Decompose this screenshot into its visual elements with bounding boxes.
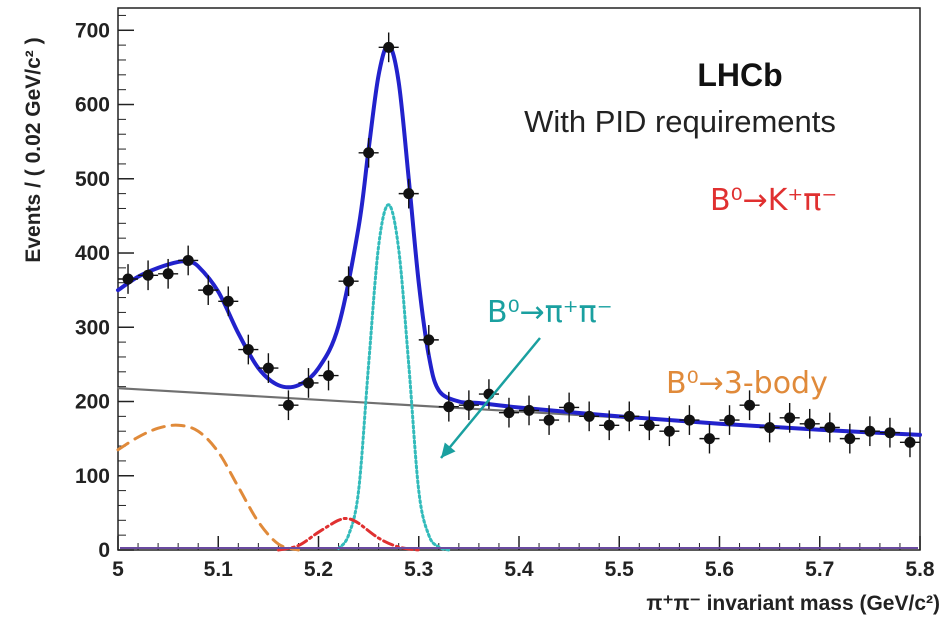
x-tick-label: 5.5 [605, 558, 635, 581]
pipi-label: B⁰→π⁺π⁻ [487, 295, 613, 330]
data-point [739, 390, 760, 421]
data-point [318, 360, 339, 391]
data-point [158, 258, 179, 289]
arrow-shaft [440, 337, 541, 459]
data-points [118, 32, 920, 458]
data-point [559, 392, 580, 423]
fit-curves [116, 43, 922, 552]
data-point [839, 423, 860, 454]
data-point [719, 405, 740, 435]
threebody-background-curve [116, 423, 300, 552]
data-point [679, 405, 700, 435]
data-point [879, 417, 900, 448]
x-tick-label: 5.1 [204, 558, 234, 581]
x-tick-label: 5.8 [905, 558, 935, 581]
data-point [138, 260, 159, 291]
data-point [759, 412, 780, 443]
data-point [278, 390, 299, 421]
data-point [599, 410, 620, 441]
data-point [378, 32, 399, 63]
data-point [198, 275, 219, 305]
y-tick-label: 0 [98, 539, 110, 562]
x-tick-label: 5 [112, 558, 124, 581]
x-tick-label: 5.2 [304, 558, 333, 581]
experiment-label: LHCb [697, 57, 782, 93]
pipi-signal-curve [337, 203, 451, 552]
data-point [799, 408, 820, 439]
y-tick-label: 200 [75, 391, 110, 414]
subtitle-label: With PID requirements [524, 104, 836, 139]
x-axis-title: π⁺π⁻ invariant mass (GeV/c²) [646, 592, 940, 615]
data-point [438, 391, 459, 422]
y-tick-label: 400 [75, 242, 110, 265]
threebody-label: B⁰→3-body [666, 366, 828, 401]
x-tick-label: 5.6 [705, 558, 734, 581]
data-point [178, 245, 199, 276]
y-tick-label: 100 [75, 465, 110, 488]
x-tick-label: 5.7 [805, 558, 834, 581]
y-tick-label: 300 [75, 316, 110, 339]
data-point [579, 401, 600, 432]
data-point [218, 286, 239, 317]
x-tick-label: 5.4 [504, 558, 534, 581]
data-point [619, 401, 640, 432]
data-point [358, 137, 379, 168]
data-point [398, 178, 419, 209]
y-axis-title: Events / ( 0.02 GeV/c² ) [22, 37, 45, 262]
kpi-label: B⁰→K⁺π⁻ [710, 183, 837, 218]
data-point [519, 395, 540, 426]
data-point [498, 397, 519, 428]
data-point [819, 412, 840, 443]
y-tick-label: 600 [75, 94, 110, 117]
total-fit-curve [116, 43, 922, 437]
data-point [899, 427, 920, 458]
x-tick-label: 5.3 [404, 558, 433, 581]
arrow-head [441, 442, 456, 458]
data-point [418, 325, 439, 355]
pipi-arrow [440, 337, 541, 459]
data-point [659, 416, 680, 447]
data-point [238, 334, 259, 365]
y-tick-label: 500 [75, 168, 110, 191]
plot-frame [117, 7, 921, 551]
data-point [298, 368, 319, 398]
data-point [258, 353, 279, 383]
data-point [458, 390, 479, 421]
data-point [699, 423, 720, 454]
data-point [338, 266, 359, 297]
data-point [639, 410, 660, 441]
y-tick-label: 700 [75, 19, 110, 42]
kpi-background-curve [276, 516, 421, 552]
data-point [779, 402, 800, 433]
data-point [859, 416, 880, 447]
data-point [539, 405, 560, 435]
data-point [118, 264, 139, 294]
